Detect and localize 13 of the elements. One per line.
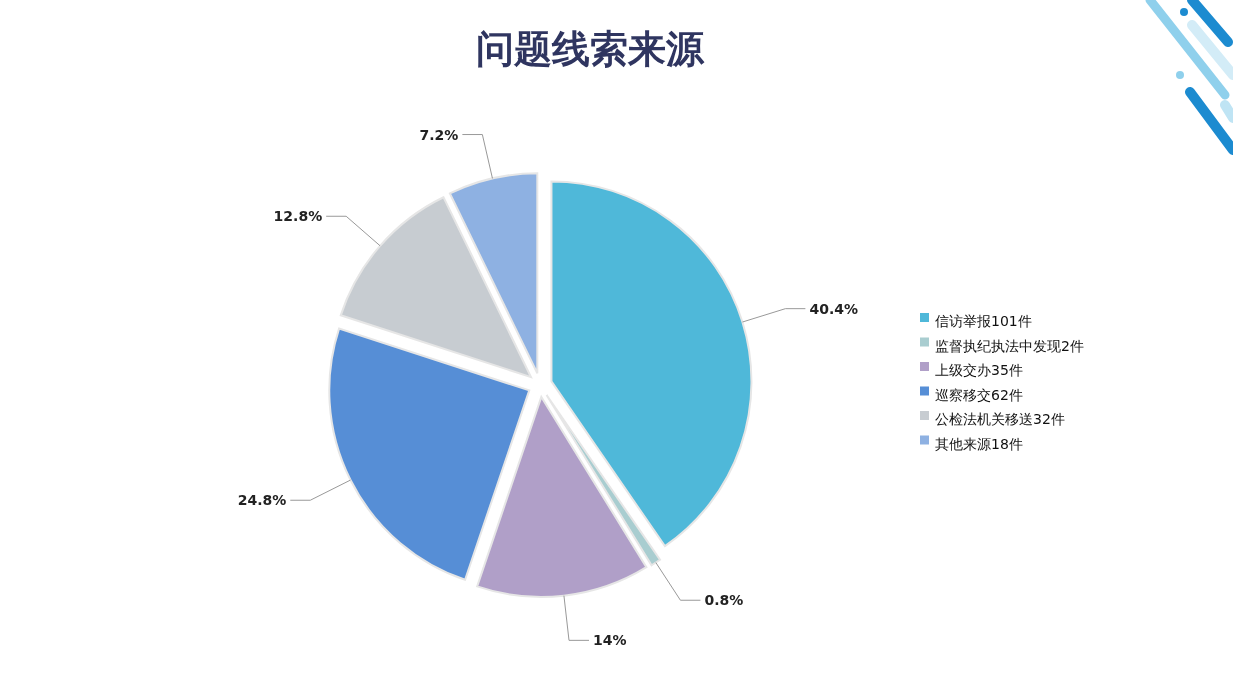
data-label: 12.8% (273, 208, 323, 225)
data-label: 24.8% (237, 492, 287, 509)
legend-label: 其他来源18件 (935, 435, 1023, 452)
data-label: 40.4% (809, 300, 858, 317)
data-label: 7.2% (419, 126, 459, 143)
legend-label: 信访举报101件 (935, 313, 1032, 329)
legend-label: 巡察移交62件 (935, 386, 1023, 403)
data-label: 0.8% (704, 592, 744, 609)
legend-label: 监督执纪执法中发现2件 (935, 337, 1084, 354)
data-label: 14% (593, 632, 627, 649)
legend-label: 上级交办35件 (935, 362, 1023, 378)
chart-title: 问题线索来源 (476, 26, 705, 71)
legend-label: 公检法机关移送32件 (935, 411, 1065, 427)
